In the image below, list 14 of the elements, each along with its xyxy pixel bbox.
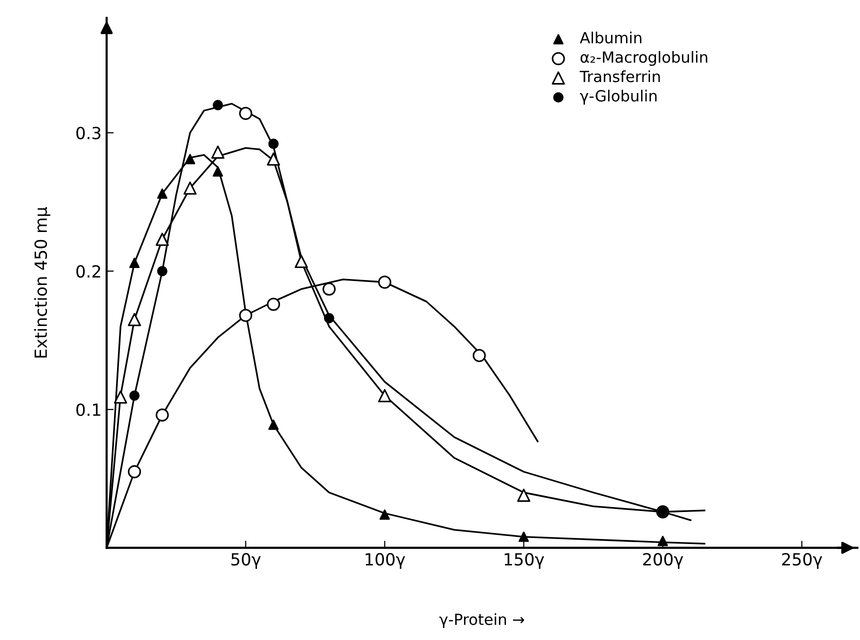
x-tick-label: 250γ	[782, 552, 822, 569]
y-tick-label: 0.3	[76, 126, 100, 140]
legend-label: Transferrin	[580, 70, 660, 82]
legend-label: α₂-Macroglobulin	[580, 51, 708, 66]
x-tick-label: 150γ	[504, 552, 544, 569]
y-tick-label: 0.1	[76, 403, 100, 416]
x-tick-label: 200γ	[643, 552, 684, 569]
y-tick-label: 0.2	[76, 265, 100, 278]
legend-label: γ-Globulin	[580, 90, 657, 105]
y-axis-title: Extinction 450 mμ	[34, 207, 50, 358]
x-tick-label: 100γ	[366, 552, 406, 569]
x-axis-title: γ-Protein →	[439, 613, 524, 628]
legend-label: Albumin	[580, 32, 642, 44]
x-tick-label: 50γ	[231, 552, 261, 569]
